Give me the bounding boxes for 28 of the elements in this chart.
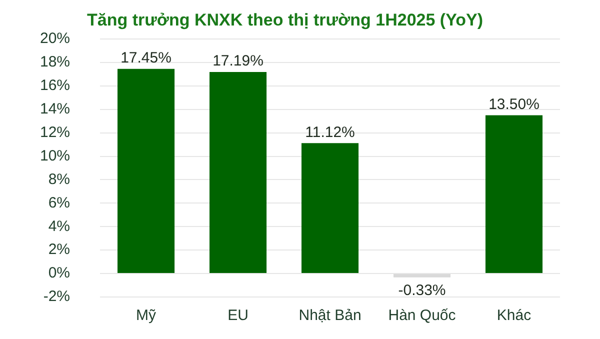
- chart-title: Tăng trưởng KNXK theo thị trường 1H2025 (YoY): [86, 10, 484, 30]
- y-tick-label: 12%: [40, 124, 70, 141]
- bar: [393, 274, 451, 278]
- bar: [209, 72, 267, 274]
- bar: [485, 115, 543, 274]
- y-tick-label: 4%: [48, 218, 70, 235]
- y-tick-label: -2%: [43, 288, 70, 306]
- y-tick-label: 0%: [48, 264, 70, 282]
- data-label: 11.12%: [305, 124, 355, 141]
- y-tick-label: 6%: [48, 194, 70, 212]
- data-label: 13.50%: [488, 96, 540, 113]
- x-tick-label: Khác: [496, 307, 532, 324]
- data-label: 17.45%: [120, 50, 172, 67]
- y-tick-label: 2%: [48, 241, 70, 258]
- x-tick-label: Hàn Quốc: [388, 307, 456, 324]
- y-tick-label: 14%: [40, 100, 70, 118]
- x-tick-label: Mỹ: [136, 307, 157, 324]
- y-tick-label: 20%: [40, 30, 70, 48]
- y-tick-label: 8%: [48, 170, 70, 188]
- y-tick-label: 10%: [40, 147, 70, 164]
- x-tick-label: EU: [228, 307, 248, 324]
- y-tick-label: 16%: [40, 77, 70, 94]
- bar: [301, 143, 359, 274]
- y-tick-label: 18%: [40, 54, 70, 71]
- data-label: 17.19%: [212, 52, 264, 70]
- bar: [118, 68, 175, 274]
- data-label: -0.33%: [398, 282, 446, 300]
- x-tick-label: Nhật Bản: [298, 307, 362, 324]
